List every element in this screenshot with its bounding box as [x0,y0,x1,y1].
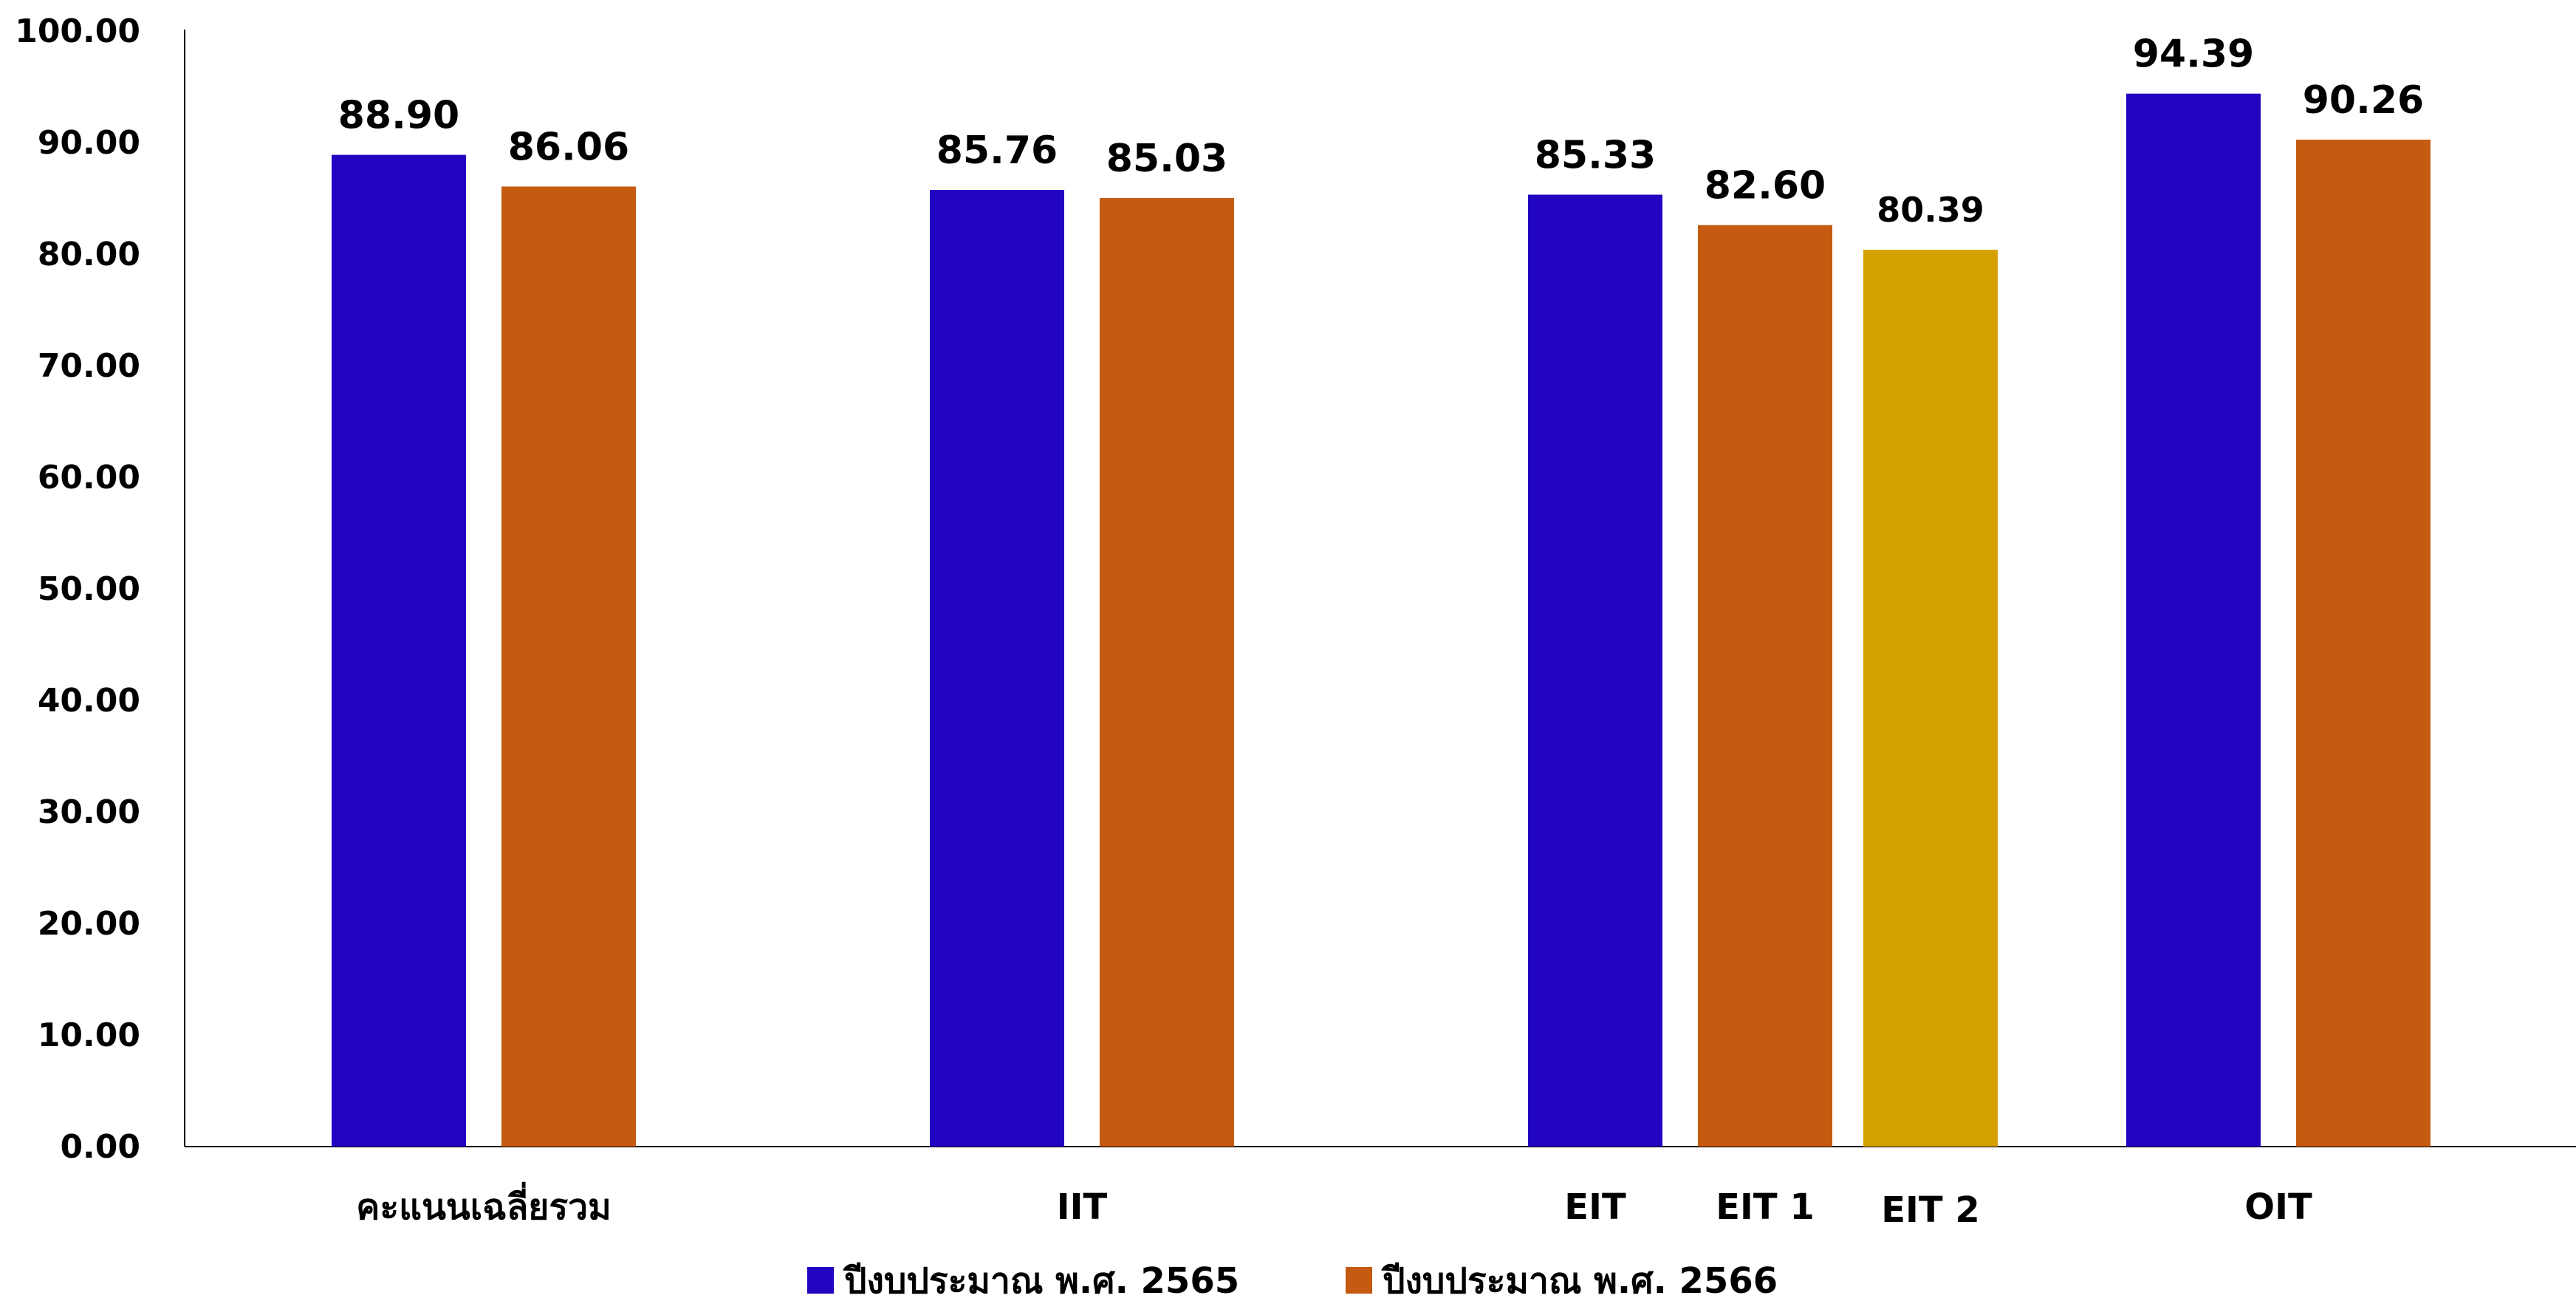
bar [1100,198,1234,1147]
bar [2126,93,2261,1147]
data-label: 82.60 [1705,164,1826,208]
x-axis-labels: คะแนนเฉลี่ยรวม IIT EIT EIT 1 EIT 2 OIT [356,1181,2312,1231]
legend: ปีงบประมาณ พ.ศ. 2565 ปีงบประมาณ พ.ศ. 2566 [807,1260,1778,1301]
y-tick-label: 50.00 [38,570,140,608]
data-labels: 88.90 86.06 85.76 85.03 85.33 82.60 80.39 94.39… [338,33,2424,230]
bar [501,186,636,1147]
group-category-label: IIT [1057,1186,1108,1228]
group-category-label: OIT [2244,1186,2312,1228]
y-tick-label: 10.00 [38,1017,140,1054]
bar [1528,194,1662,1147]
legend-label: ปีงบประมาณ พ.ศ. 2566 [1381,1260,1778,1301]
y-tick-label: 20.00 [38,905,140,943]
data-label: 85.03 [1106,137,1227,181]
y-tick-label: 70.00 [38,347,140,385]
data-label: 94.39 [2133,33,2254,77]
bar [1698,225,1832,1147]
y-tick-label: 80.00 [38,236,140,273]
legend-label: ปีงบประมาณ พ.ศ. 2565 [843,1260,1239,1301]
y-tick-label: 0.00 [60,1128,140,1166]
legend-swatch [1346,1267,1372,1294]
data-label: 86.06 [508,125,629,169]
y-axis: 0.00 10.00 20.00 30.00 40.00 50.00 60.00 70.00 8… [15,13,2576,1166]
bar-category-label: EIT [1564,1186,1626,1228]
group-category-label: คะแนนเฉลี่ยรวม [356,1181,611,1228]
bar [1863,250,1998,1147]
bar [2296,140,2431,1147]
bar [332,154,466,1147]
bar-category-label: EIT 2 [1881,1189,1980,1231]
data-label: 85.76 [936,129,1058,173]
y-tick-label: 100.00 [15,13,140,50]
data-label: 88.90 [338,94,459,138]
y-tick-label: 30.00 [38,793,140,831]
bar [930,190,1064,1147]
data-label: 90.26 [2303,78,2424,123]
bar-category-label: EIT 1 [1716,1186,1815,1228]
data-label: 85.33 [1535,134,1656,178]
data-label: 80.39 [1877,190,1984,230]
y-tick-label: 40.00 [38,682,140,720]
y-tick-label: 60.00 [38,459,140,496]
y-tick-label: 90.00 [38,124,140,162]
legend-swatch [807,1267,834,1294]
bars [332,93,2431,1147]
